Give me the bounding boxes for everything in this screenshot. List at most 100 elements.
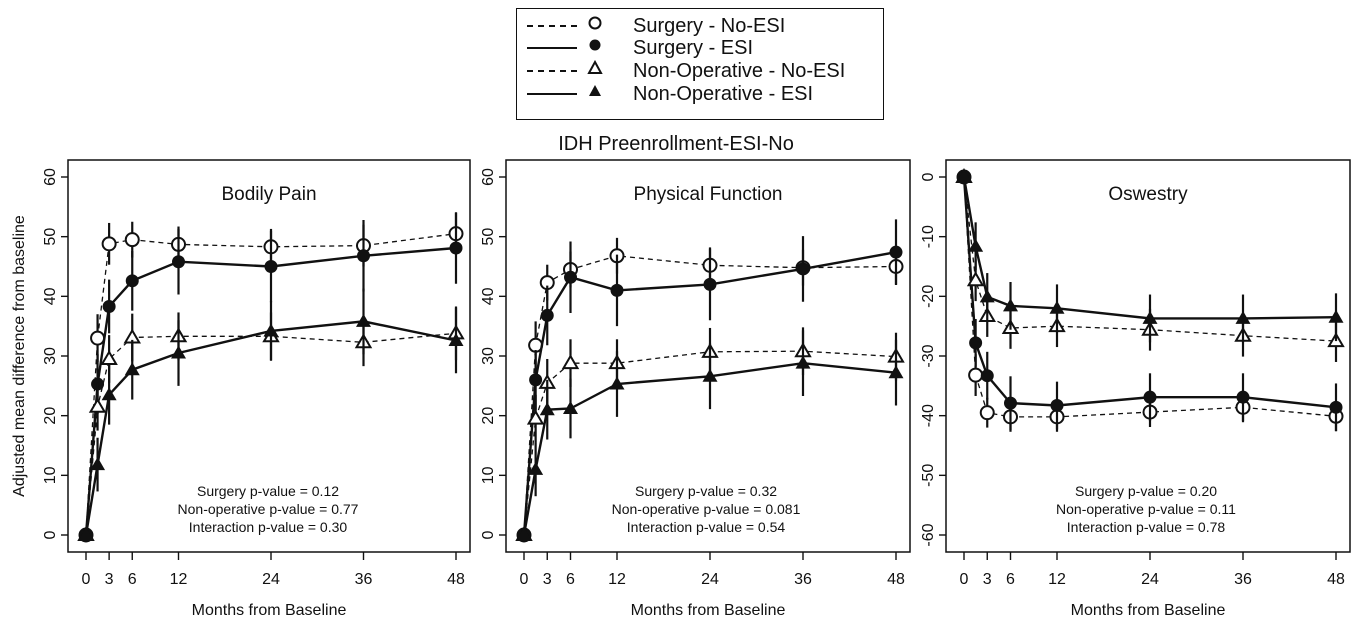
data-point [969, 336, 983, 350]
series-filled-triangle [956, 169, 1344, 343]
data-point [172, 255, 185, 269]
data-point [101, 236, 117, 252]
x-axis-label: Months from Baseline [631, 602, 786, 619]
data-point [1235, 310, 1251, 324]
data-point [356, 313, 371, 327]
y-tick-label: 50 [42, 228, 59, 246]
y-tick-label: 30 [480, 347, 497, 365]
data-point [966, 271, 985, 287]
data-point [968, 367, 984, 383]
x-tick-label: 0 [520, 571, 529, 588]
series-filled-triangle [516, 330, 904, 541]
series-line [523, 255, 897, 536]
data-point [888, 365, 904, 379]
x-tick-label: 48 [447, 571, 465, 588]
y-tick-label: 0 [480, 530, 497, 539]
x-tick-label: 24 [1141, 571, 1159, 588]
series-line [523, 350, 897, 536]
p-value-annotation: Non-operative p-value = 0.77 [178, 501, 359, 517]
data-point [702, 368, 718, 382]
p-value-annotation: Non-operative p-value = 0.11 [1056, 501, 1236, 517]
p-value-annotation: Interaction p-value = 0.30 [189, 519, 348, 535]
data-point [561, 354, 580, 370]
y-tick-label: -30 [920, 344, 937, 367]
open-circle-icon [588, 16, 602, 30]
y-tick-label: -40 [920, 404, 937, 427]
figure-title: IDH Preenrollment-ESI-No [558, 133, 794, 155]
x-tick-label: 48 [1327, 571, 1345, 588]
legend-line-dashed [527, 70, 577, 72]
data-point [539, 402, 555, 416]
data-point [1050, 399, 1064, 413]
legend-label: Non-Operative - No-ESI [633, 60, 846, 82]
p-value-annotation: Surgery p-value = 0.20 [1075, 483, 1217, 499]
data-point [956, 169, 972, 183]
series-line [962, 176, 1337, 320]
x-tick-label: 24 [262, 571, 280, 588]
data-point [1143, 390, 1157, 404]
data-point [1236, 390, 1250, 404]
series-line [522, 361, 897, 536]
data-point [889, 245, 903, 259]
series-line [84, 246, 457, 536]
legend-label: Surgery - ESI [633, 37, 754, 59]
data-point [124, 362, 140, 376]
y-axis-label: Adjusted mean difference from baseline [11, 215, 28, 497]
data-point [516, 527, 532, 541]
data-point [449, 241, 463, 255]
p-value-annotation: Interaction p-value = 0.54 [627, 519, 786, 535]
data-point [703, 277, 717, 291]
chart-title: Bodily Pain [221, 184, 316, 205]
x-tick-label: 3 [105, 571, 114, 588]
chart-title: Physical Function [634, 184, 783, 205]
data-point [448, 332, 464, 346]
series-line [85, 233, 457, 536]
x-tick-label: 48 [887, 571, 905, 588]
data-point [979, 405, 995, 421]
x-tick-label: 6 [128, 571, 137, 588]
series-line [962, 176, 1337, 409]
y-tick-label: 0 [920, 172, 937, 181]
x-tick-label: 0 [960, 571, 969, 588]
data-point [528, 461, 544, 475]
data-point [979, 289, 995, 303]
y-tick-label: -10 [920, 225, 937, 248]
x-tick-label: 36 [355, 571, 373, 588]
data-point [540, 308, 554, 322]
data-point [88, 397, 107, 413]
y-tick-label: 30 [42, 347, 59, 365]
y-tick-label: 40 [480, 287, 497, 305]
x-tick-label: 3 [983, 571, 992, 588]
data-point [78, 527, 94, 541]
data-point [90, 330, 106, 346]
data-point [610, 283, 624, 297]
series-line [963, 176, 1337, 418]
data-point [90, 457, 106, 471]
y-tick-label: -60 [920, 523, 937, 546]
legend-item-surgery-esi: Surgery - ESI [517, 37, 883, 59]
y-tick-label: -50 [920, 464, 937, 487]
y-tick-label: 0 [42, 530, 59, 539]
legend-line-solid [527, 93, 577, 95]
series-line [85, 332, 457, 536]
data-point [125, 274, 139, 288]
x-tick-label: 36 [794, 571, 812, 588]
p-value-annotation: Surgery p-value = 0.12 [197, 483, 339, 499]
y-tick-label: 40 [42, 287, 59, 305]
legend-label: Non-Operative - ESI [633, 83, 814, 105]
data-point [529, 373, 543, 387]
data-point [102, 299, 116, 313]
data-point [171, 345, 186, 359]
x-tick-label: 6 [566, 571, 575, 588]
legend-item-nonop-esi: Non-Operative - ESI [517, 83, 883, 105]
legend-item-surgery-no-esi: Surgery - No-ESI [517, 15, 883, 37]
x-tick-label: 24 [701, 571, 719, 588]
y-tick-label: 60 [480, 168, 497, 186]
series-line [522, 251, 897, 536]
y-tick-label: 20 [480, 407, 497, 425]
legend-item-nonop-no-esi: Non-Operative - No-ESI [517, 60, 883, 82]
y-tick-label: 10 [42, 466, 59, 484]
